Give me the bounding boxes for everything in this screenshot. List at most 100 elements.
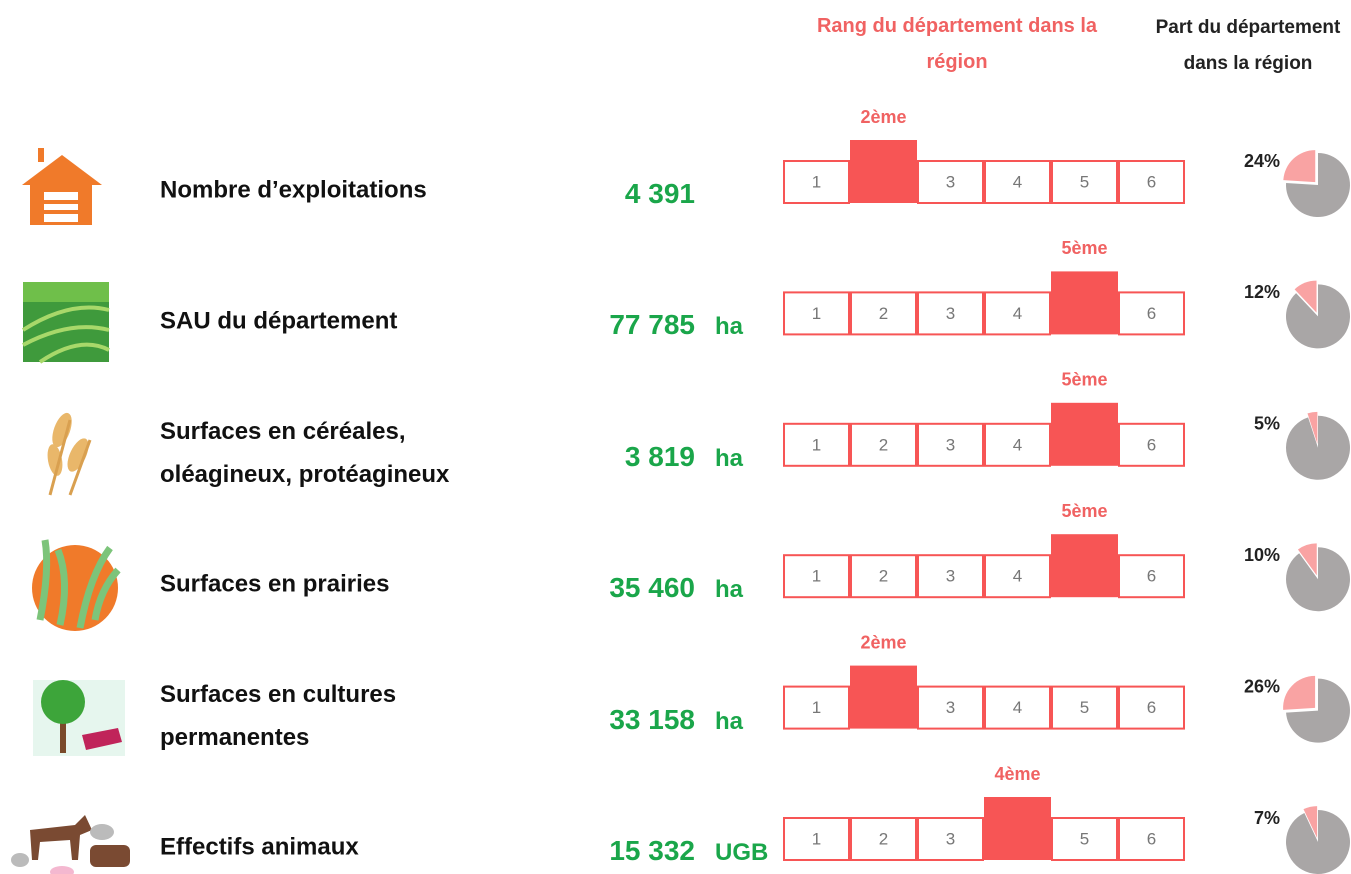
rank-number: 1 — [812, 304, 821, 323]
row-label: SAU du département — [160, 307, 398, 335]
rank-number: 1 — [812, 172, 821, 191]
rank-box — [783, 422, 850, 467]
rank-box — [917, 291, 984, 336]
rank-number: 6 — [1147, 829, 1156, 848]
rank-number: 5 — [1080, 698, 1089, 717]
rank-box — [984, 554, 1051, 599]
rank-number: 6 — [1147, 698, 1156, 717]
rank-box — [984, 291, 1051, 336]
rank-number: 1 — [812, 567, 821, 586]
rank-box — [1051, 160, 1118, 204]
rank-box — [1118, 554, 1185, 599]
rank-number: 4 — [1013, 172, 1022, 191]
row-label: Surfaces en céréales, oléagineux, protéa… — [160, 417, 450, 488]
rank-number: 6 — [1147, 435, 1156, 454]
rank-number: 6 — [1147, 304, 1156, 323]
share-label: 12% — [1244, 282, 1280, 302]
pie-rest — [1286, 284, 1350, 349]
rank-box — [1051, 817, 1118, 861]
row-unit: ha — [715, 313, 744, 341]
pie-rest — [1285, 415, 1350, 480]
share-label: 5% — [1254, 414, 1280, 434]
rank-box — [1118, 685, 1185, 730]
pie-slice — [1303, 806, 1318, 839]
pie-slice — [1283, 675, 1316, 710]
icon-field — [21, 282, 110, 364]
share-label: 10% — [1244, 545, 1280, 565]
rank-number: 2 — [879, 829, 888, 848]
rank-number: 4 — [1013, 698, 1022, 717]
rank-number: 3 — [946, 829, 955, 848]
row-value: 77 785 — [609, 309, 695, 341]
rank-box — [1118, 291, 1185, 336]
row-value: 33 158 — [609, 703, 695, 735]
rank-label: 5ème — [1061, 370, 1107, 390]
rank-highlight — [850, 665, 917, 729]
rank-box — [850, 817, 917, 861]
row-label: Surfaces en cultures permanentes — [160, 680, 397, 751]
rank-number: 2 — [879, 435, 888, 454]
rank-box — [917, 160, 984, 204]
row-unit: UGB — [715, 839, 769, 866]
pie-slice — [1294, 280, 1317, 313]
rank-number: 1 — [812, 698, 821, 717]
rank-header: Rang du département dans la région — [816, 15, 1098, 73]
rank-label: 2ème — [860, 107, 906, 127]
share-label: 24% — [1244, 151, 1280, 171]
rank-box — [850, 291, 917, 336]
row-value: 4 391 — [624, 178, 695, 209]
row-label: Effectifs animaux — [160, 833, 359, 861]
pie-slice — [1283, 150, 1316, 183]
icon-wheat — [47, 412, 92, 496]
rank-highlight — [1051, 402, 1118, 466]
icon-meadow — [32, 539, 121, 631]
rank-box — [783, 685, 850, 730]
row-label: Surfaces en prairies — [160, 570, 390, 598]
rank-number: 3 — [946, 567, 955, 586]
rank-highlight — [984, 797, 1051, 860]
rank-number: 5 — [1080, 172, 1089, 191]
row-unit: ha — [715, 576, 744, 604]
icon-farm — [22, 148, 102, 225]
rank-box — [783, 817, 850, 861]
rank-number: 2 — [879, 304, 888, 323]
rank-number: 6 — [1147, 172, 1156, 191]
pie-rest — [1286, 547, 1350, 612]
rank-box — [917, 554, 984, 599]
rank-number: 4 — [1013, 304, 1022, 323]
rank-box — [1051, 685, 1118, 730]
rank-label: 4ème — [994, 764, 1040, 784]
row-unit: ha — [715, 444, 744, 472]
pie-slice — [1307, 411, 1318, 444]
pie-rest — [1286, 678, 1350, 743]
rank-highlight — [850, 140, 917, 203]
rank-number: 4 — [1013, 435, 1022, 454]
rank-number: 1 — [812, 829, 821, 848]
rank-number: 6 — [1147, 567, 1156, 586]
icon-orchard — [33, 680, 125, 756]
rank-number: 1 — [812, 435, 821, 454]
share-header: Part du département dans la région — [1155, 17, 1341, 74]
rank-box — [783, 291, 850, 336]
pie-rest — [1286, 153, 1350, 217]
row-label: Nombre d’exploitations — [160, 176, 427, 204]
share-label: 26% — [1244, 676, 1280, 696]
share-label: 7% — [1254, 808, 1280, 828]
rank-number: 2 — [879, 567, 888, 586]
rank-number: 3 — [946, 304, 955, 323]
row-value: 15 332 — [609, 835, 695, 866]
rank-box — [917, 817, 984, 861]
rank-label: 5ème — [1061, 238, 1107, 258]
row-value: 3 819 — [624, 440, 695, 472]
rank-box — [1118, 160, 1185, 204]
rank-box — [850, 554, 917, 599]
rank-number: 5 — [1080, 829, 1089, 848]
rank-number: 3 — [946, 172, 955, 191]
row-value: 35 460 — [609, 572, 695, 604]
row-unit: ha — [715, 707, 744, 735]
rank-box — [850, 422, 917, 467]
rank-box — [984, 685, 1051, 730]
rank-box — [1118, 422, 1185, 467]
